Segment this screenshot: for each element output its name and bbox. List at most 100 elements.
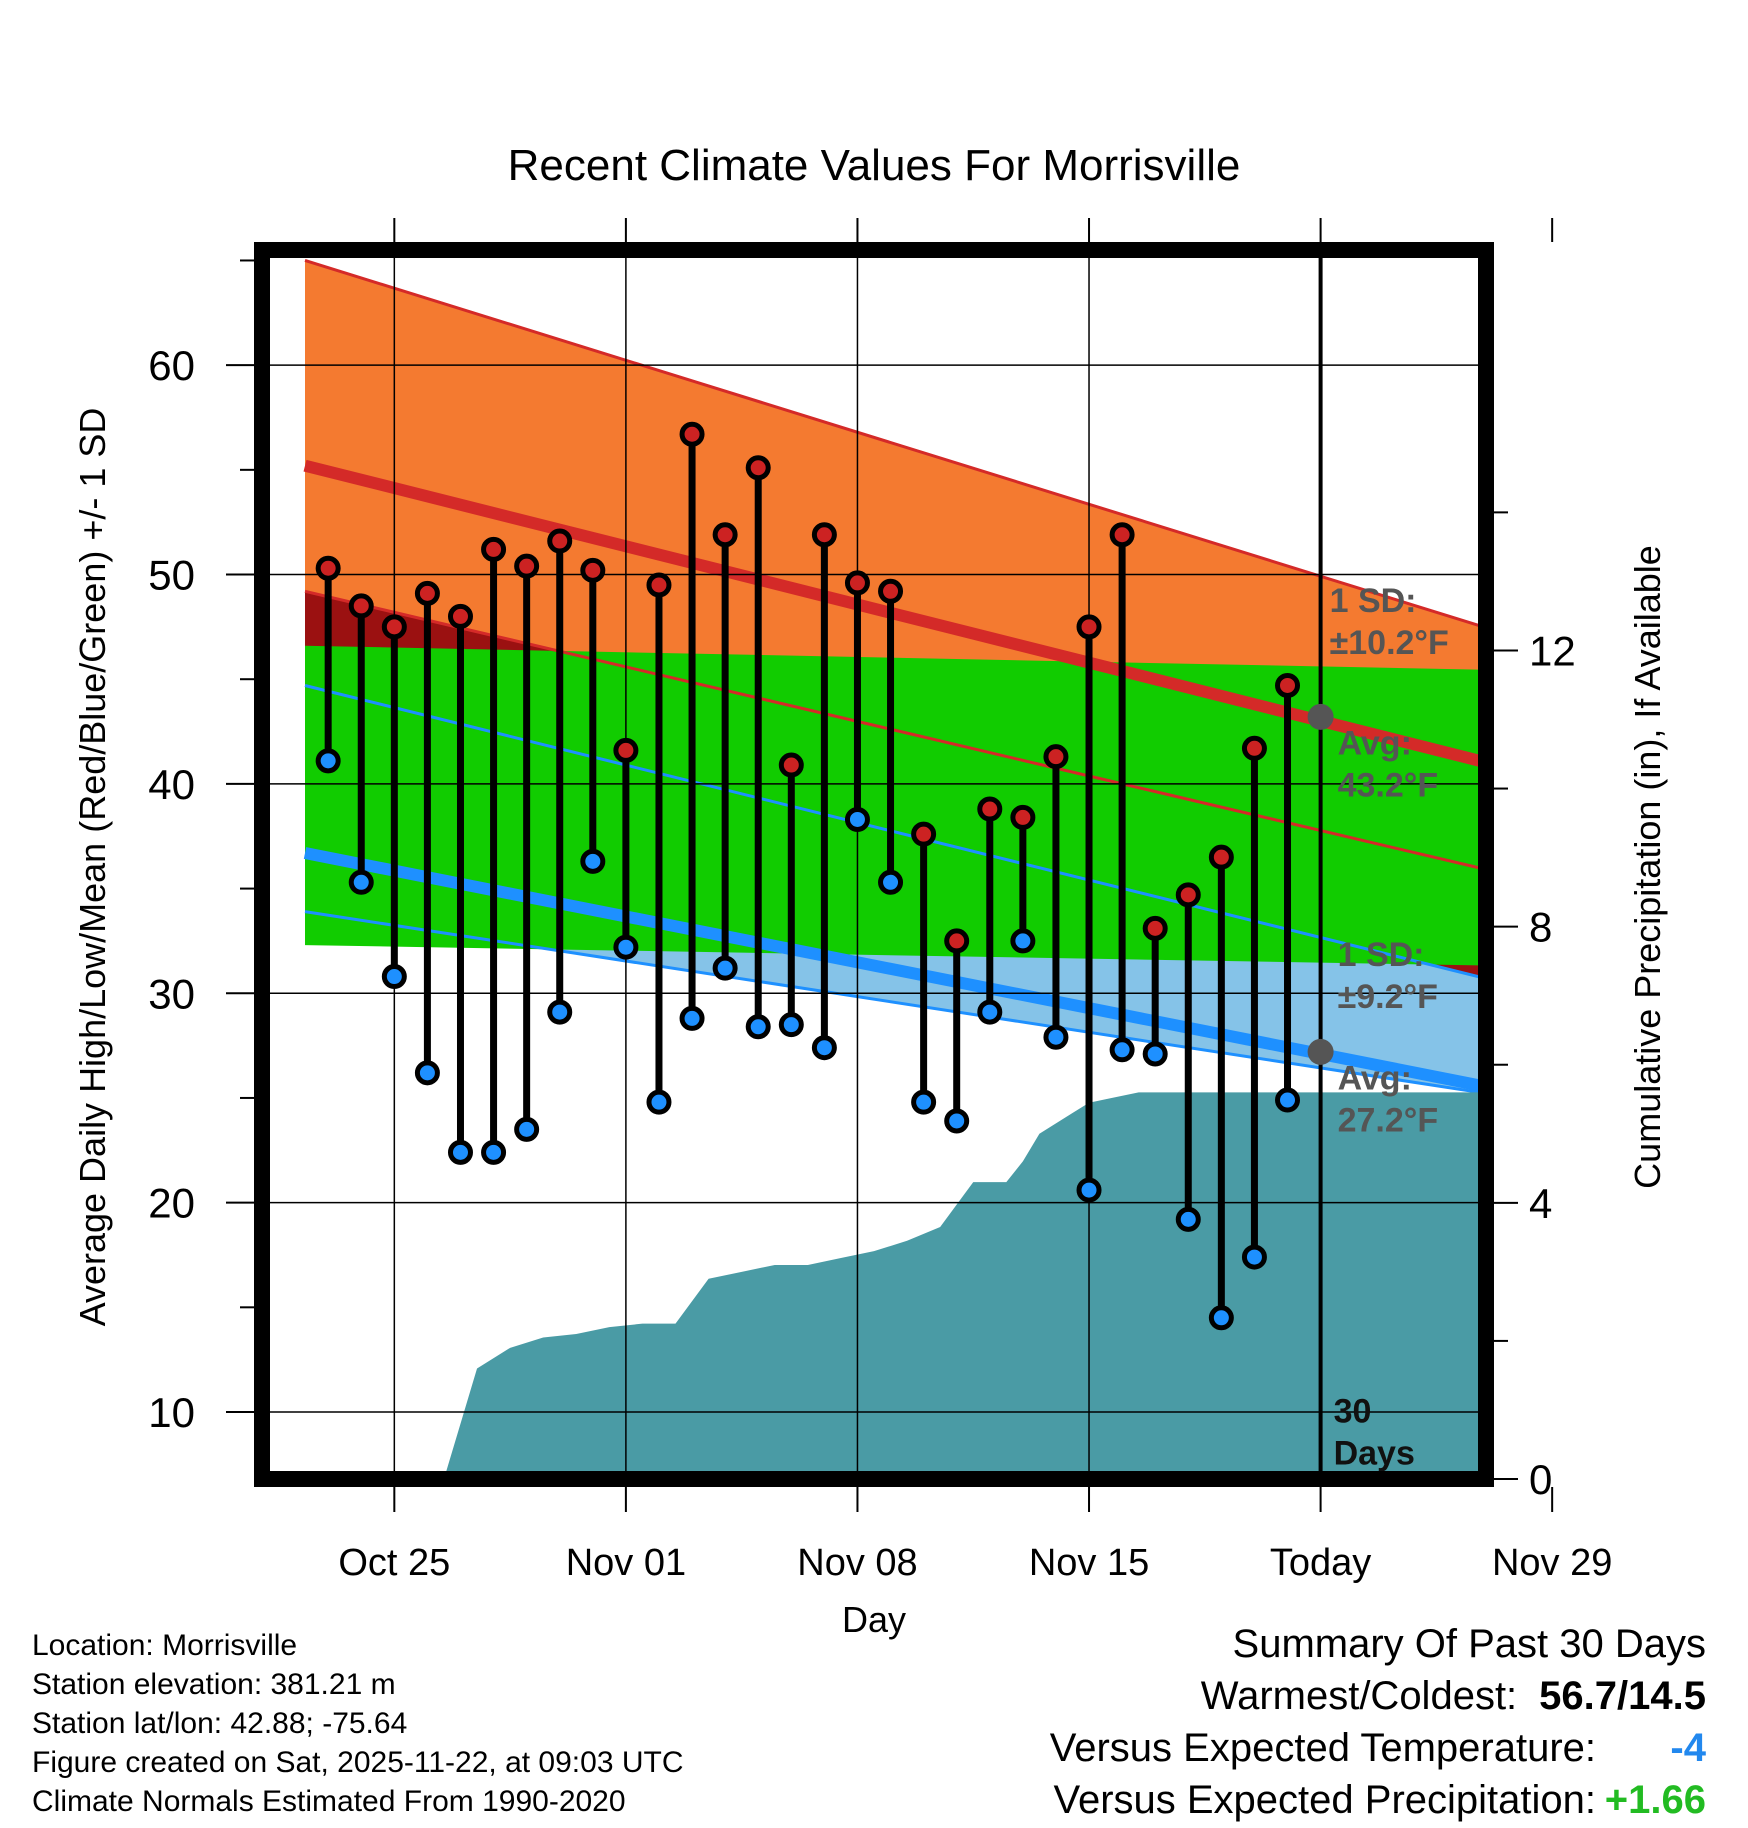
days-annotation-line: Days — [1334, 1434, 1415, 1472]
x-tick-label: Oct 25 — [338, 1542, 450, 1584]
low-point — [944, 1108, 970, 1134]
station-latlon: Station lat/lon: 42.88; -75.64 — [32, 1707, 408, 1740]
high-point — [613, 737, 639, 763]
high-point — [1010, 804, 1036, 830]
precipitation-label: Versus Expected Precipitation: — [1053, 1778, 1596, 1822]
low-point — [1241, 1244, 1267, 1270]
low-point — [547, 999, 573, 1025]
y-tick-label: 30 — [148, 970, 195, 1017]
x-axis-label: Day — [842, 1599, 906, 1640]
low-point — [1142, 1041, 1168, 1067]
high-avg-annotation: Avg: 43.2°F — [1338, 725, 1439, 805]
high-point — [414, 580, 440, 606]
x-tick-label: Nov 08 — [797, 1542, 917, 1584]
high-point — [348, 593, 374, 619]
low-point — [381, 964, 407, 990]
high-point — [911, 821, 937, 847]
high-point — [712, 522, 738, 548]
high-sd-annotation-line: 1 SD: — [1330, 582, 1417, 620]
low-point — [481, 1139, 507, 1165]
high-point — [1241, 735, 1267, 761]
x-tick-label: Nov 29 — [1492, 1542, 1612, 1584]
y2-tick-label: 12 — [1529, 627, 1576, 674]
high-point — [944, 928, 970, 954]
low-point — [679, 1005, 705, 1031]
low-point — [447, 1139, 473, 1165]
high-point — [315, 555, 341, 581]
low-avg-annotation-line: 27.2°F — [1338, 1102, 1439, 1140]
high-sd-annotation: 1 SD: ±10.2°F — [1330, 582, 1449, 662]
summary-warmest-coldest: Warmest/Coldest: 56.7/14.5 — [1050, 1670, 1706, 1722]
low-point — [844, 806, 870, 832]
y-axis-label-left: Average Daily High/Low/Mean (Red/Blue/Gr… — [72, 408, 113, 1327]
high-avg-annotation-line: 43.2°F — [1338, 767, 1439, 805]
summary-temperature: Versus Expected Temperature: -4 — [1050, 1722, 1706, 1774]
y2-tick-label: 8 — [1529, 904, 1552, 951]
high-point — [1175, 882, 1201, 908]
low-sd-annotation: 1 SD: ±9.2°F — [1338, 936, 1438, 1016]
chart-title: Recent Climate Values For Morrisville — [508, 141, 1241, 190]
high-point — [646, 572, 672, 598]
high-point — [679, 421, 705, 447]
high-sd-upper-line — [304, 259, 1478, 627]
temperature-label: Versus Expected Temperature: — [1049, 1726, 1596, 1770]
warmest-coldest-value: 56.7/14.5 — [1539, 1674, 1706, 1718]
high-point — [381, 614, 407, 640]
high-point — [878, 578, 904, 604]
summary-precipitation: Versus Expected Precipitation: +1.66 — [1050, 1774, 1706, 1826]
high-point — [745, 455, 771, 481]
x-tick-label: Nov 15 — [1029, 1542, 1149, 1584]
mean-band — [305, 645, 1478, 966]
low-point — [878, 869, 904, 895]
y-tick-label: 50 — [148, 552, 195, 599]
climate-normals-note: Climate Normals Estimated From 1990-2020 — [32, 1785, 626, 1818]
high-point — [447, 603, 473, 629]
high-point — [778, 752, 804, 778]
x-tick-label: Nov 01 — [566, 1542, 686, 1584]
low-point — [1275, 1087, 1301, 1113]
low-sd-annotation-line: ±9.2°F — [1338, 978, 1438, 1016]
today-high-avg-marker — [1307, 703, 1334, 730]
low-point — [1109, 1037, 1135, 1063]
high-point — [1043, 744, 1069, 770]
high-point — [1275, 672, 1301, 698]
high-point — [844, 570, 870, 596]
low-point — [646, 1089, 672, 1115]
low-point — [1010, 928, 1036, 954]
low-point — [977, 999, 1003, 1025]
high-point — [514, 553, 540, 579]
low-point — [911, 1089, 937, 1115]
low-point — [1175, 1206, 1201, 1232]
low-point — [712, 955, 738, 981]
low-point — [414, 1060, 440, 1086]
high-point — [1208, 844, 1234, 870]
low-point — [1208, 1305, 1234, 1331]
high-mean-line — [303, 459, 1478, 767]
x-tick-label: Today — [1270, 1542, 1371, 1584]
station-info: Location: Morrisville Station elevation:… — [32, 1626, 684, 1821]
high-point — [977, 796, 1003, 822]
days-annotation: 30 Days — [1334, 1392, 1415, 1472]
y2-tick-label: 0 — [1529, 1456, 1552, 1503]
low-avg-annotation-line: Avg: — [1338, 1060, 1412, 1098]
high-point — [811, 522, 837, 548]
plot-frame — [254, 242, 1494, 1487]
high-point — [481, 536, 507, 562]
warmest-coldest-label: Warmest/Coldest: — [1200, 1674, 1518, 1718]
figure-created: Figure created on Sat, 2025-11-22, at 09… — [32, 1746, 684, 1779]
high-point — [547, 528, 573, 554]
high-point — [580, 557, 606, 583]
summary-panel: Summary Of Past 30 Days Warmest/Coldest:… — [1050, 1618, 1706, 1826]
high-point — [1076, 614, 1102, 640]
high-point — [1142, 915, 1168, 941]
low-point — [315, 748, 341, 774]
low-avg-annotation: Avg: 27.2°F — [1338, 1060, 1439, 1140]
station-elevation: Station elevation: 381.21 m — [32, 1668, 396, 1701]
low-point — [811, 1035, 837, 1061]
low-point — [1076, 1177, 1102, 1203]
low-point — [745, 1014, 771, 1040]
y-tick-label: 40 — [148, 761, 195, 808]
summary-title: Summary Of Past 30 Days — [1232, 1622, 1706, 1666]
high-point — [1109, 522, 1135, 548]
